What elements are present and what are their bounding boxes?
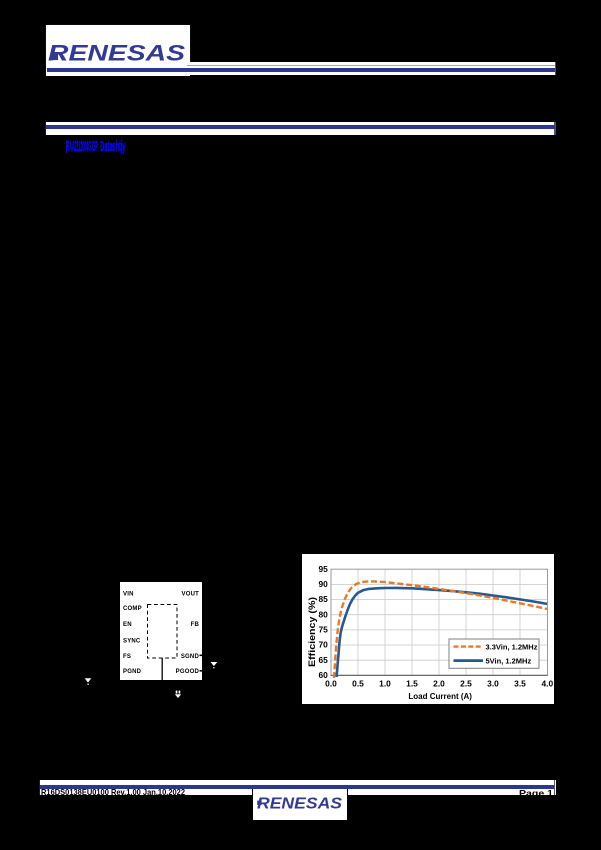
svg-text:4.0: 4.0 [541,679,553,689]
svg-text:60: 60 [318,670,328,680]
svg-text:RAA2112004GJSP: RAA2112004GJSP [66,139,97,155]
svg-text:Page 1: Page 1 [519,789,554,794]
svg-text:R16DS0138EU0100 Rev.1.00 Jan.: R16DS0138EU0100 Rev.1.00 Jan.10.2022 [41,788,185,794]
svg-text:PGND: PGND [123,668,142,674]
svg-text:3.5: 3.5 [514,679,526,689]
svg-text:VOUT: VOUT [181,591,199,597]
svg-text:85: 85 [318,594,328,604]
svg-text:Datashtjy: Datashtjy [100,139,126,155]
svg-text:SGND: SGND [180,653,199,659]
svg-text:0.0: 0.0 [325,679,337,689]
svg-text:5Vin, 1.2MHz: 5Vin, 1.2MHz [486,656,532,665]
svg-text:PGOOD: PGOOD [175,668,199,674]
svg-text:FS: FS [123,653,131,659]
svg-text:90: 90 [318,579,328,589]
svg-text:1.5: 1.5 [406,679,418,689]
svg-text:Load Current (A): Load Current (A) [408,692,472,701]
svg-text:RENESAS: RENESAS [48,41,185,66]
svg-text:EN: EN [123,621,132,627]
svg-text:FB: FB [190,621,199,627]
svg-text:75: 75 [318,625,328,635]
svg-text:RENESAS: RENESAS [257,796,342,813]
svg-text:65: 65 [318,655,328,665]
svg-text:1.0: 1.0 [379,679,391,689]
svg-text:80: 80 [318,609,328,619]
svg-text:SYNC: SYNC [123,638,141,644]
svg-text:70: 70 [318,640,328,650]
svg-text:3.3Vin, 1.2MHz: 3.3Vin, 1.2MHz [486,642,538,651]
svg-text:2.5: 2.5 [460,679,472,689]
svg-text:3.0: 3.0 [487,679,499,689]
svg-text:VIN: VIN [123,591,134,597]
svg-text:COMP: COMP [123,605,142,611]
svg-text:Efficiency (%): Efficiency (%) [307,597,317,667]
svg-text:95: 95 [318,564,328,574]
svg-text:0.5: 0.5 [352,679,364,689]
svg-text:2.0: 2.0 [433,679,445,689]
